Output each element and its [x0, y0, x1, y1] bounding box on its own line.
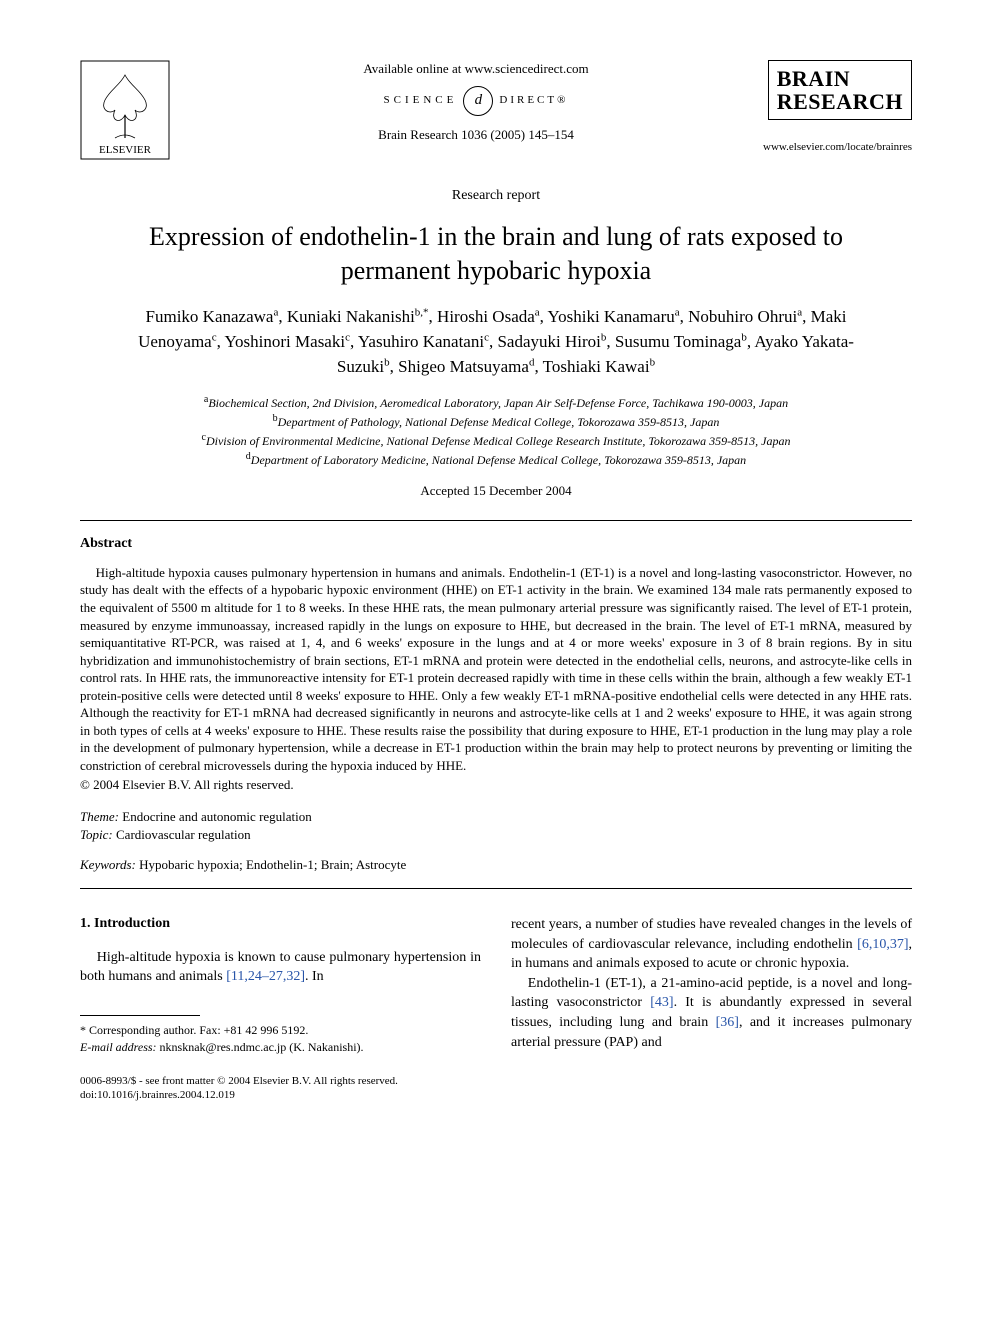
accepted-date: Accepted 15 December 2004	[80, 482, 912, 500]
theme-value: Endocrine and autonomic regulation	[119, 809, 312, 824]
journal-logo: BRAIN RESEARCH	[768, 60, 912, 120]
footnote-rule	[80, 1015, 200, 1016]
body-columns: 1. Introduction High-altitude hypoxia is…	[80, 915, 912, 1056]
header-center: Available online at www.sciencedirect.co…	[190, 60, 762, 143]
page-header: ELSEVIER Available online at www.science…	[80, 60, 912, 167]
col2-p1-pre: recent years, a number of studies have r…	[511, 917, 912, 952]
doi-line: doi:10.1016/j.brainres.2004.12.019	[80, 1088, 912, 1103]
sd-text-left: SCIENCE	[384, 93, 458, 108]
divider-top	[80, 520, 912, 521]
footnotes: * Corresponding author. Fax: +81 42 996 …	[80, 1022, 481, 1056]
abstract-copyright: © 2004 Elsevier B.V. All rights reserved…	[80, 776, 912, 794]
journal-logo-line1: BRAIN	[777, 67, 903, 90]
journal-logo-line2: RESEARCH	[777, 90, 903, 113]
journal-reference: Brain Research 1036 (2005) 145–154	[200, 126, 752, 144]
theme-topic-block: Theme: Endocrine and autonomic regulatio…	[80, 808, 912, 844]
sciencedirect-d-icon: d	[463, 86, 493, 116]
affiliations-list: aBiochemical Section, 2nd Division, Aero…	[80, 393, 912, 468]
ref-link[interactable]: [11,24–27,32]	[226, 969, 305, 984]
sd-text-right: DIRECT®	[499, 93, 568, 108]
ref-link[interactable]: [6,10,37]	[857, 937, 908, 952]
column-right: recent years, a number of studies have r…	[511, 915, 912, 1056]
intro-heading: 1. Introduction	[80, 915, 481, 934]
intro-col1-post: . In	[305, 969, 324, 984]
ref-link[interactable]: [43]	[650, 995, 673, 1010]
svg-text:ELSEVIER: ELSEVIER	[99, 144, 152, 156]
available-online-text: Available online at www.sciencedirect.co…	[200, 60, 752, 78]
divider-bottom	[80, 888, 912, 889]
theme-label: Theme:	[80, 809, 119, 824]
ref-link[interactable]: [36]	[716, 1015, 739, 1030]
intro-para-right-1: recent years, a number of studies have r…	[511, 915, 912, 974]
email-value: nknsknak@res.ndmc.ac.jp (K. Nakanishi).	[157, 1040, 364, 1054]
corresponding-author: * Corresponding author. Fax: +81 42 996 …	[80, 1022, 481, 1039]
article-type: Research report	[80, 187, 912, 206]
topic-line: Topic: Cardiovascular regulation	[80, 826, 912, 844]
affiliation-line: aBiochemical Section, 2nd Division, Aero…	[80, 393, 912, 412]
authors-list: Fumiko Kanazawaa, Kuniaki Nakanishib,*, …	[110, 305, 882, 379]
sciencedirect-logo: SCIENCE d DIRECT®	[200, 86, 752, 116]
column-left: 1. Introduction High-altitude hypoxia is…	[80, 915, 481, 1056]
abstract-body: High-altitude hypoxia causes pulmonary h…	[80, 564, 912, 775]
keywords-label: Keywords:	[80, 857, 136, 872]
topic-label: Topic:	[80, 827, 113, 842]
abstract-heading: Abstract	[80, 535, 912, 554]
affiliation-line: dDepartment of Laboratory Medicine, Nati…	[80, 450, 912, 469]
abstract-text: High-altitude hypoxia causes pulmonary h…	[80, 564, 912, 775]
publisher-logo-box: ELSEVIER	[80, 60, 190, 167]
theme-line: Theme: Endocrine and autonomic regulatio…	[80, 808, 912, 826]
front-matter-line: 0006-8993/$ - see front matter © 2004 El…	[80, 1074, 912, 1089]
keywords-value: Hypobaric hypoxia; Endothelin-1; Brain; …	[136, 857, 406, 872]
email-line: E-mail address: nknsknak@res.ndmc.ac.jp …	[80, 1039, 481, 1056]
keywords-line: Keywords: Hypobaric hypoxia; Endothelin-…	[80, 856, 912, 874]
affiliation-line: cDivision of Environmental Medicine, Nat…	[80, 431, 912, 450]
intro-para-right-2: Endothelin-1 (ET-1), a 21-amino-acid pep…	[511, 974, 912, 1052]
header-right: BRAIN RESEARCH www.elsevier.com/locate/b…	[762, 60, 912, 155]
intro-para-left: High-altitude hypoxia is known to cause …	[80, 948, 481, 987]
email-label: E-mail address:	[80, 1040, 157, 1054]
topic-value: Cardiovascular regulation	[113, 827, 251, 842]
journal-url: www.elsevier.com/locate/brainres	[762, 140, 912, 155]
bottom-meta: 0006-8993/$ - see front matter © 2004 El…	[80, 1074, 912, 1104]
affiliation-line: bDepartment of Pathology, National Defen…	[80, 412, 912, 431]
elsevier-tree-logo-icon: ELSEVIER	[80, 60, 170, 160]
article-title: Expression of endothelin-1 in the brain …	[110, 220, 882, 288]
